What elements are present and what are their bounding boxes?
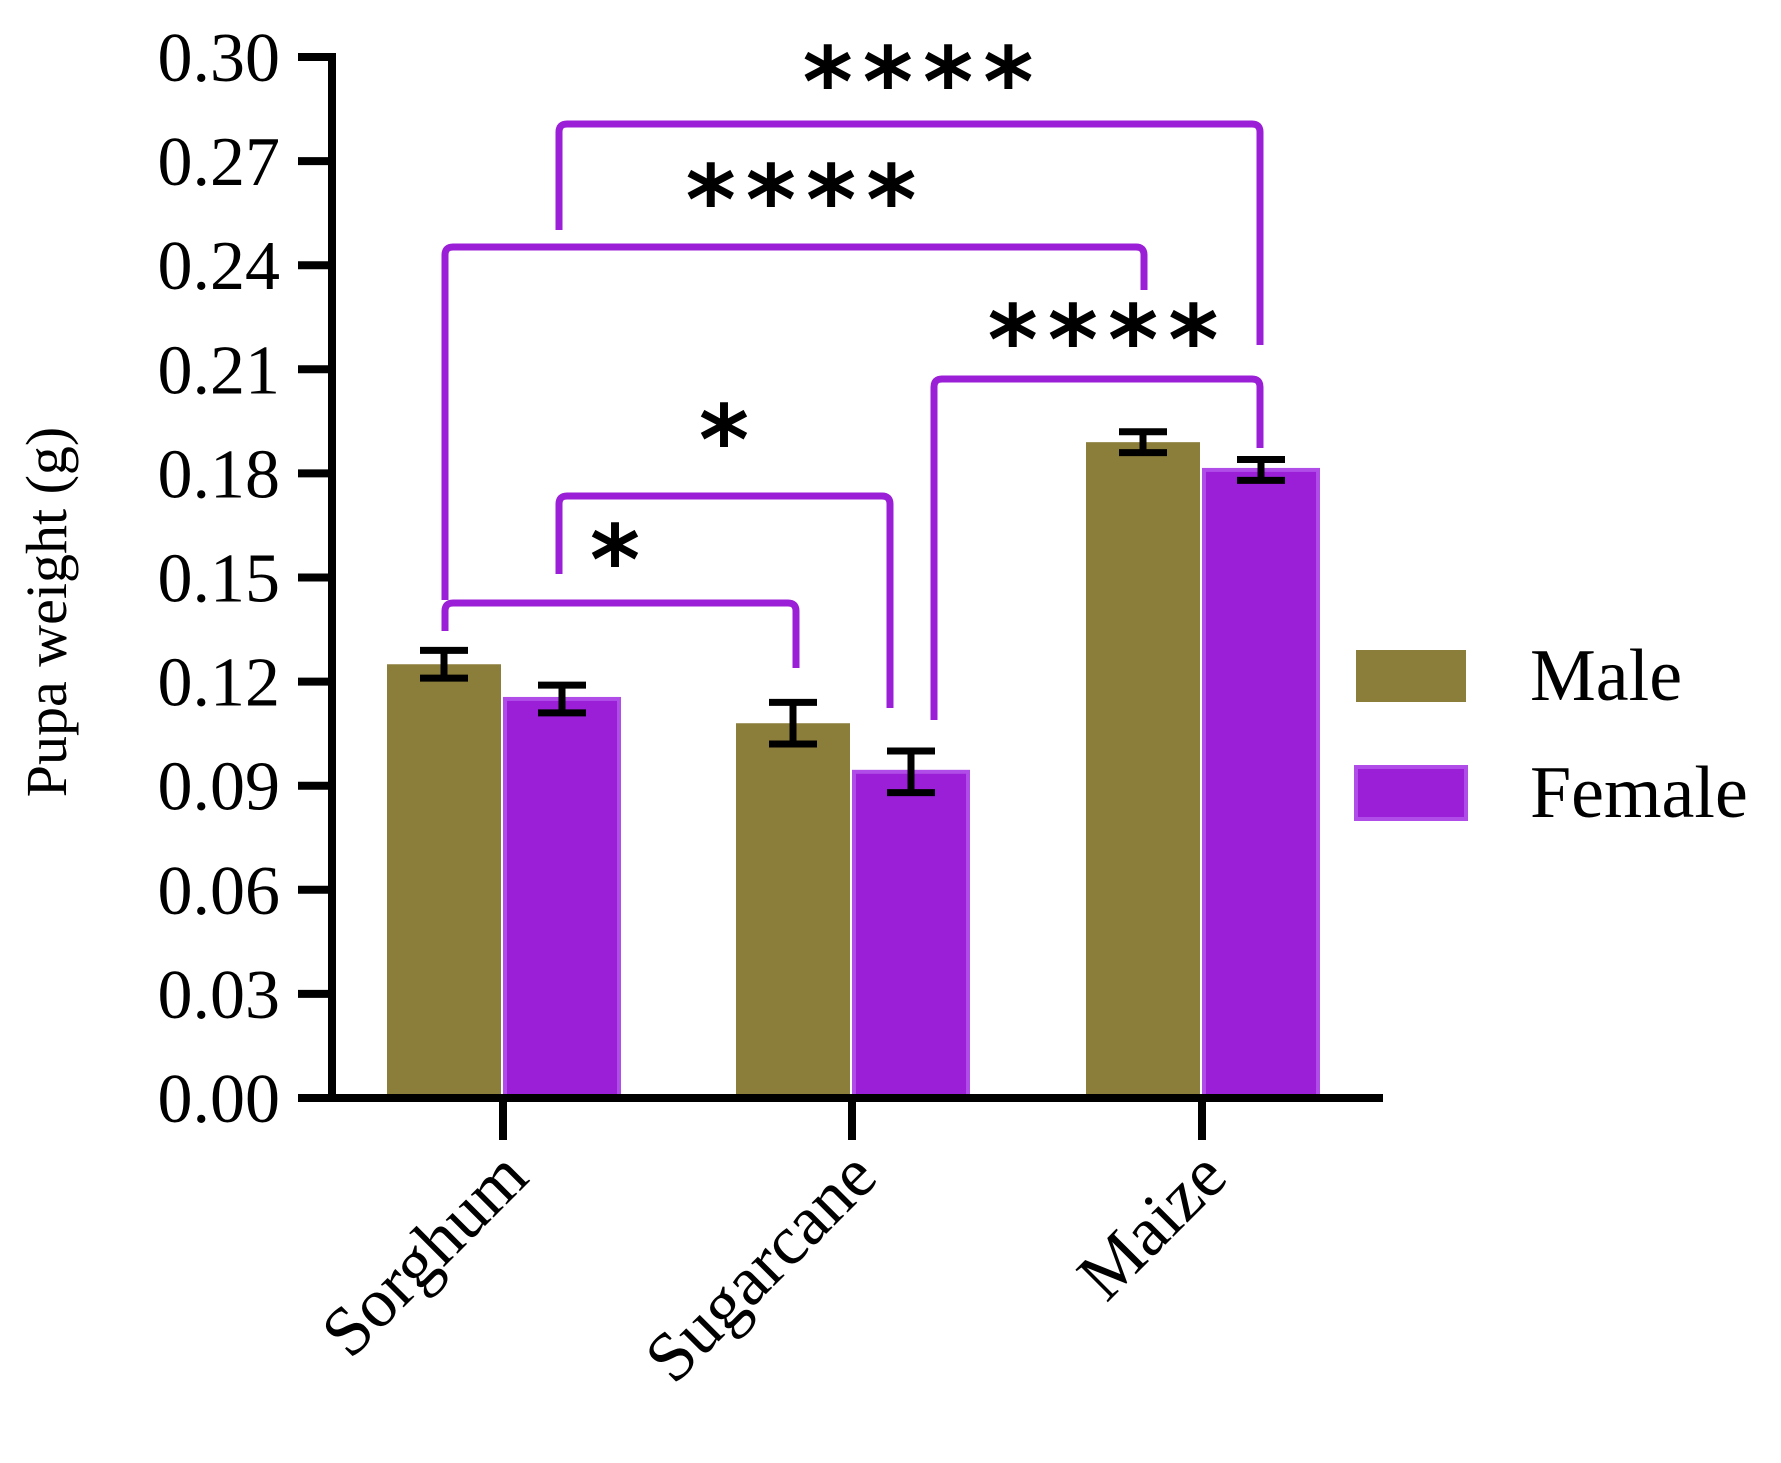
significance-bracket: **** xyxy=(930,285,1264,720)
x-tick-label-sugarcane: Sugarcane xyxy=(631,1137,892,1398)
bar-sugarcane-female xyxy=(852,769,970,1100)
y-tick-label: 0.21 xyxy=(158,332,281,409)
significance-label: * xyxy=(590,505,650,617)
y-tick-label: 0.00 xyxy=(158,1061,281,1138)
bar-sorghum-female xyxy=(503,696,621,1100)
significance-label: **** xyxy=(803,27,1044,139)
x-tick-label-maize: Maize xyxy=(1063,1137,1241,1315)
x-tick-label-sorghum: Sorghum xyxy=(307,1137,542,1372)
significance-bracket: **** xyxy=(441,145,1148,600)
significance-bracket: * xyxy=(441,505,800,668)
bar-maize-male xyxy=(1086,442,1200,1098)
bar-sugarcane-male xyxy=(736,723,850,1098)
significance-label: * xyxy=(699,385,759,497)
legend-label: Male xyxy=(1530,635,1682,717)
legend: Male Female xyxy=(1354,635,1748,834)
error-bar-sugarcane-male xyxy=(769,698,817,748)
bracket-line xyxy=(555,492,894,708)
error-bar-maize-male xyxy=(1119,428,1167,457)
bars xyxy=(387,428,1320,1100)
legend-entry-female: Female xyxy=(1354,752,1748,834)
error-bar-sorghum-female xyxy=(538,681,586,717)
significance-bracket: * xyxy=(555,385,894,708)
bar-maize-female xyxy=(1202,467,1320,1100)
bracket-line xyxy=(441,599,800,668)
y-axis-label: Pupa weight (g) xyxy=(14,427,79,798)
significance-label: **** xyxy=(686,145,927,257)
bracket-line xyxy=(930,375,1264,720)
y-tick-label: 0.15 xyxy=(158,541,281,618)
bracket-line xyxy=(441,243,1148,600)
significance-label: **** xyxy=(988,285,1229,397)
bracket-line xyxy=(555,120,1264,345)
error-bar-sorghum-male xyxy=(420,646,468,682)
error-bar-maize-female xyxy=(1237,456,1285,484)
legend-entry-male: Male xyxy=(1356,635,1682,717)
bar-sorghum-male xyxy=(387,664,501,1098)
significance-brackets: ************** xyxy=(441,27,1264,720)
legend-swatch xyxy=(1354,765,1468,821)
y-tick-label: 0.12 xyxy=(158,645,281,722)
y-tick-label: 0.18 xyxy=(158,436,281,513)
y-tick-label: 0.03 xyxy=(158,957,281,1034)
y-tick-label: 0.30 xyxy=(158,20,281,97)
legend-swatch xyxy=(1356,650,1466,702)
y-tick-label: 0.09 xyxy=(158,749,281,826)
legend-label: Female xyxy=(1530,752,1748,834)
error-bar-sugarcane-female xyxy=(887,747,935,797)
significance-bracket: **** xyxy=(555,27,1264,345)
y-tick-label: 0.24 xyxy=(158,228,281,305)
y-tick-label: 0.06 xyxy=(158,853,281,930)
y-tick-label: 0.27 xyxy=(158,124,281,201)
